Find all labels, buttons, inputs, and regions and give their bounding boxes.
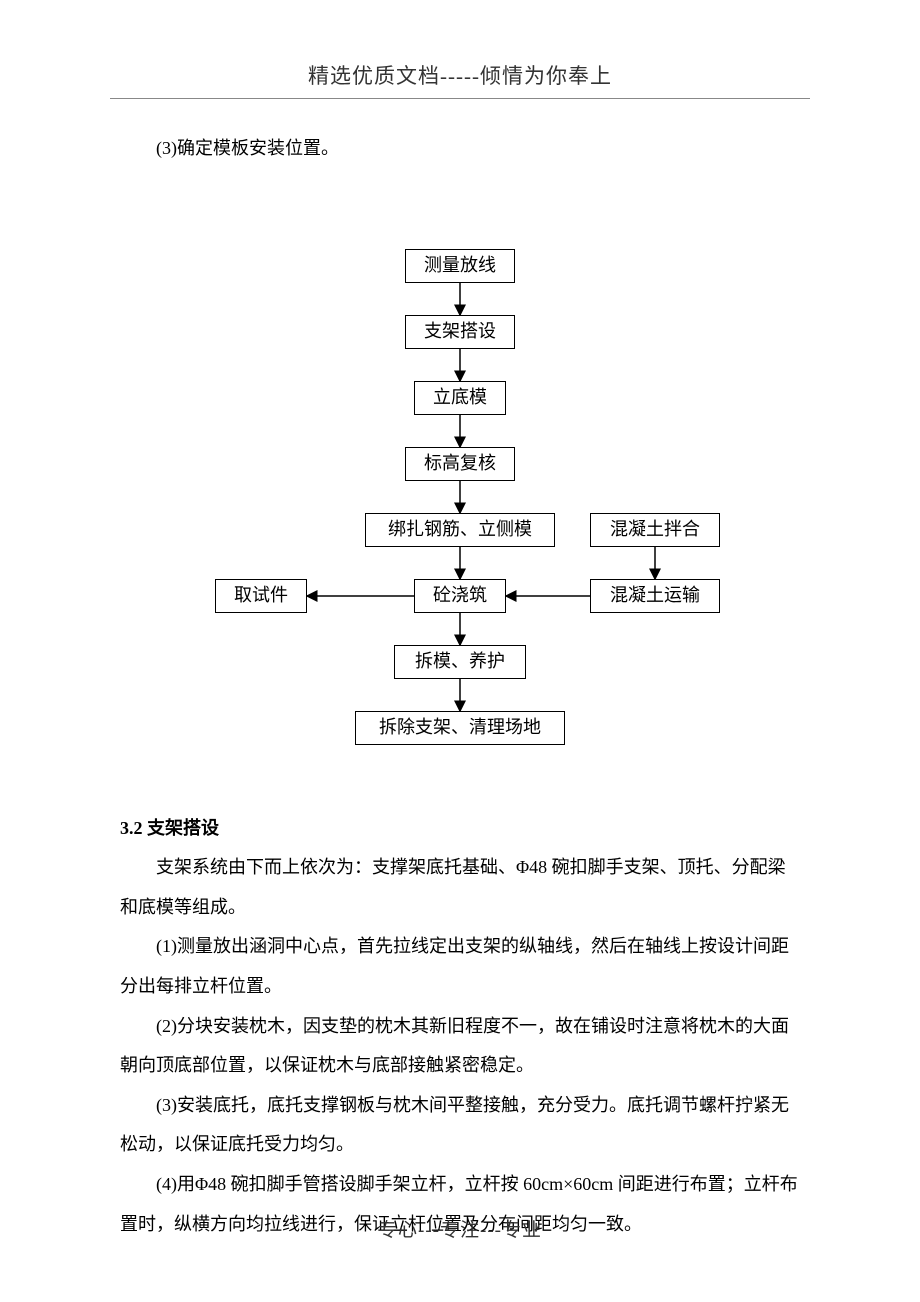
- page-header: 精选优质文档-----倾情为你奉上: [0, 0, 920, 90]
- flowchart-node: 取试件: [215, 579, 307, 613]
- section-p3: (2)分块安装枕木，因支垫的枕木其新旧程度不一，故在铺设时注意将枕木的大面朝向顶…: [120, 1007, 800, 1086]
- flowchart-node: 绑扎钢筋、立侧模: [365, 513, 555, 547]
- flowchart-node: 标高复核: [405, 447, 515, 481]
- page-footer: 专心---专注---专业: [0, 1215, 920, 1242]
- process-flowchart: 测量放线支架搭设立底模标高复核绑扎钢筋、立侧模 混凝土拌合取试件 砼浇筑 混凝土运输拆…: [180, 249, 740, 789]
- section-p4: (3)安装底托，底托支撑钢板与枕木间平整接触，充分受力。底托调节螺杆拧紧无松动，…: [120, 1086, 800, 1165]
- section-p1: 支架系统由下而上依次为：支撑架底托基础、Φ48 碗扣脚手支架、顶托、分配梁和底模…: [120, 848, 800, 927]
- flowchart-node: 拆模、养护: [394, 645, 526, 679]
- section-title: 3.2 支架搭设: [120, 809, 800, 849]
- flowchart-node: 混凝土拌合: [590, 513, 720, 547]
- header-text: 精选优质文档-----倾情为你奉上: [308, 64, 612, 88]
- flowchart-node: 支架搭设: [405, 315, 515, 349]
- intro-line-3: (3)确定模板安装位置。: [120, 129, 800, 169]
- flowchart-node: 砼浇筑: [414, 579, 506, 613]
- footer-text: 专心---专注---专业: [378, 1220, 542, 1241]
- section-p2: (1)测量放出涵洞中心点，首先拉线定出支架的纵轴线，然后在轴线上按设计间距分出每…: [120, 927, 800, 1006]
- flowchart-node: 立底模: [414, 381, 506, 415]
- document-content: (3)确定模板安装位置。 测量放线支架搭设立底模标高复核绑扎钢筋、立侧模 混凝土拌…: [0, 99, 920, 1244]
- flowchart-node: 拆除支架、清理场地: [355, 711, 565, 745]
- flowchart-node: 测量放线: [405, 249, 515, 283]
- flowchart-node: 混凝土运输: [590, 579, 720, 613]
